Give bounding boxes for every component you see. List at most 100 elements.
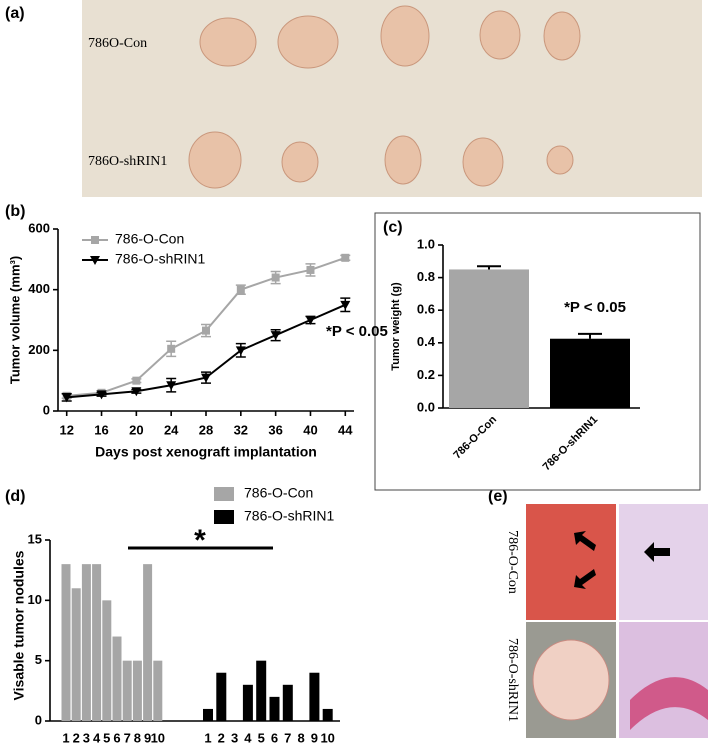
bar bbox=[81, 564, 91, 721]
y-tick-label: 0.2 bbox=[417, 367, 435, 382]
marker bbox=[201, 373, 211, 383]
y-tick-label: 0.6 bbox=[417, 302, 435, 317]
x-tick-label: 12 bbox=[59, 422, 73, 437]
marker bbox=[202, 326, 210, 335]
x-tick-label: 786-O-Con bbox=[451, 413, 499, 461]
y-tick-label: 15 bbox=[28, 531, 42, 546]
x-tick-label: 9 bbox=[311, 730, 318, 745]
legend-label: 786-O-Con bbox=[244, 485, 313, 501]
panel-label: (a) bbox=[5, 5, 25, 22]
bar bbox=[449, 269, 529, 408]
bar bbox=[153, 660, 163, 721]
y-tick-label: 1.0 bbox=[417, 236, 435, 251]
x-tick-label: 786-O-shRIN1 bbox=[541, 414, 600, 473]
error-bar bbox=[477, 265, 501, 270]
arrow bbox=[644, 542, 670, 562]
marker bbox=[340, 300, 351, 310]
x-tick-label: 16 bbox=[94, 422, 108, 437]
x-tick-label: 2 bbox=[218, 730, 225, 745]
marker bbox=[166, 381, 177, 391]
annotation: *P < 0.05 bbox=[326, 323, 388, 340]
x-tick-label: 20 bbox=[129, 422, 143, 437]
y-tick-label: 400 bbox=[28, 281, 50, 296]
x-tick-label: 1 bbox=[62, 730, 69, 745]
panel-label: (b) bbox=[5, 203, 25, 220]
x-tick-label: 32 bbox=[234, 422, 248, 437]
histology-image bbox=[619, 504, 708, 620]
bar bbox=[132, 660, 142, 721]
bar bbox=[122, 660, 132, 721]
x-tick-label: 4 bbox=[244, 730, 252, 745]
legend-marker bbox=[91, 236, 99, 244]
x-tick-label: 4 bbox=[93, 730, 101, 745]
marker bbox=[61, 393, 72, 403]
y-tick-label: 5 bbox=[35, 652, 42, 667]
bar bbox=[143, 564, 153, 721]
bar bbox=[61, 564, 71, 721]
annotation: * bbox=[194, 524, 206, 557]
marker bbox=[236, 285, 245, 294]
y-tick-label: 0.0 bbox=[417, 399, 435, 414]
panel-label: (d) bbox=[5, 488, 25, 505]
legend-swatch bbox=[214, 487, 234, 501]
row-label: 786-O-Con bbox=[505, 530, 520, 594]
x-tick-label: 44 bbox=[338, 422, 353, 437]
marker bbox=[270, 331, 281, 341]
panel-label: (c) bbox=[383, 219, 403, 236]
bar bbox=[203, 708, 213, 721]
x-tick-label: 28 bbox=[199, 422, 213, 437]
y-tick-label: 0 bbox=[43, 402, 50, 417]
legend-label: 786-O-shRIN1 bbox=[244, 508, 334, 524]
x-tick-label: 3 bbox=[83, 730, 90, 745]
lung-specimen bbox=[532, 639, 610, 721]
marker bbox=[235, 346, 246, 356]
y-axis-title: Tumor weight (g) bbox=[390, 282, 402, 371]
y-tick-label: 0.4 bbox=[417, 334, 436, 349]
x-tick-label: 8 bbox=[134, 730, 141, 745]
y-axis-title: Visable tumor nodules bbox=[11, 550, 27, 700]
x-tick-label: 7 bbox=[284, 730, 291, 745]
y-axis-title: Tumor volume (mm³) bbox=[7, 256, 22, 384]
x-tick-label: 6 bbox=[113, 730, 120, 745]
marker bbox=[96, 390, 107, 400]
x-tick-label: 3 bbox=[231, 730, 238, 745]
row-label: 786-O-shRIN1 bbox=[505, 638, 520, 722]
panel-label: (e) bbox=[488, 488, 508, 505]
marker bbox=[131, 387, 142, 397]
bar bbox=[550, 338, 630, 408]
bar bbox=[112, 636, 122, 721]
bar bbox=[102, 600, 112, 721]
y-tick-label: 0 bbox=[35, 712, 42, 727]
y-tick-label: 200 bbox=[28, 342, 50, 357]
x-tick-label: 8 bbox=[297, 730, 304, 745]
marker bbox=[306, 265, 315, 274]
x-tick-label: 6 bbox=[271, 730, 278, 745]
histology-vessel bbox=[630, 677, 708, 730]
panel-frame bbox=[374, 212, 701, 491]
marker bbox=[167, 344, 176, 353]
annotation: *P < 0.05 bbox=[564, 299, 626, 316]
marker bbox=[132, 376, 141, 385]
legend-label: 786-O-shRIN1 bbox=[115, 251, 205, 267]
marker bbox=[305, 316, 316, 325]
row-label: 786O-Con bbox=[88, 36, 147, 51]
y-tick-label: 10 bbox=[28, 592, 42, 607]
row-label: 786O-shRIN1 bbox=[88, 154, 167, 169]
x-tick-label: 2 bbox=[73, 730, 80, 745]
y-tick-label: 0.8 bbox=[417, 269, 435, 284]
x-tick-label: 24 bbox=[164, 422, 179, 437]
x-tick-label: 9 bbox=[144, 730, 151, 745]
y-tick-label: 600 bbox=[28, 220, 50, 235]
legend-label: 786-O-Con bbox=[115, 231, 184, 247]
bar bbox=[269, 696, 280, 721]
bar bbox=[256, 660, 267, 721]
arrow bbox=[574, 531, 596, 551]
x-tick-label: 40 bbox=[303, 422, 317, 437]
x-tick-label: 7 bbox=[124, 730, 131, 745]
x-tick-label: 10 bbox=[151, 730, 165, 745]
x-tick-label: 5 bbox=[258, 730, 265, 745]
x-tick-label: 36 bbox=[268, 422, 282, 437]
bar bbox=[216, 672, 227, 721]
bar bbox=[322, 708, 333, 721]
